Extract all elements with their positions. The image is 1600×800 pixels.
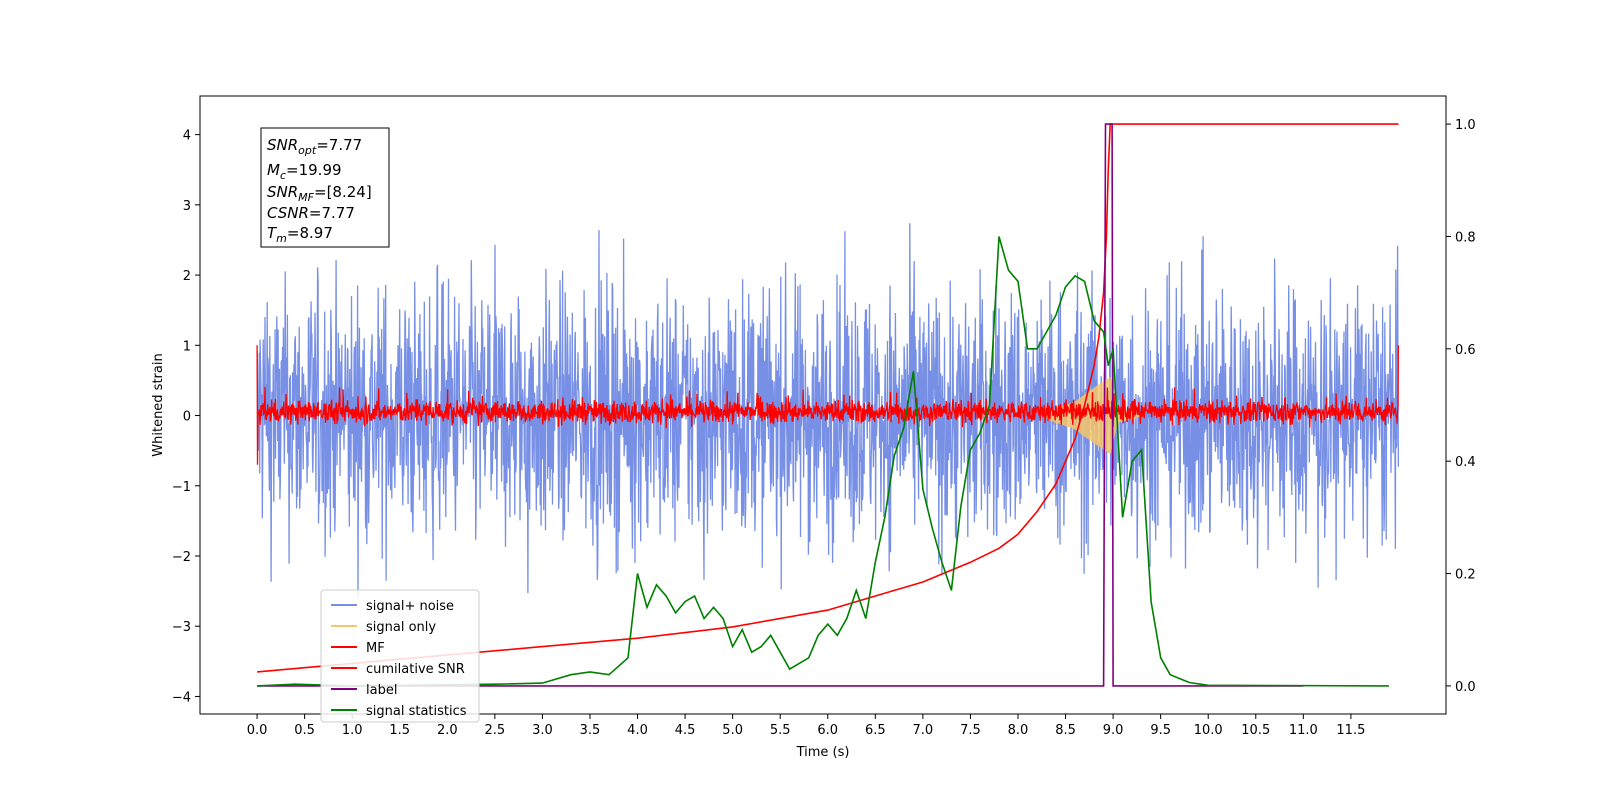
series-cumilative-SNR bbox=[257, 123, 1399, 673]
info-tm-sub: m bbox=[276, 232, 287, 245]
series-signal-only bbox=[1045, 377, 1143, 454]
y-tick-label: −3 bbox=[172, 620, 191, 635]
x-tick-label: 6.5 bbox=[865, 723, 886, 738]
x-tick-label: 4.5 bbox=[675, 723, 696, 738]
series-layer bbox=[256, 123, 1400, 687]
legend-label: signal statistics bbox=[366, 704, 467, 719]
series-label bbox=[257, 123, 1304, 687]
info-mc-name: M bbox=[267, 161, 280, 179]
x-tick-label: 2.5 bbox=[485, 723, 506, 738]
info-snr-mf-value: =[8.24] bbox=[314, 183, 372, 201]
y-tick-label: 2 bbox=[183, 269, 191, 284]
legend-label: signal+ noise bbox=[366, 599, 454, 614]
x-tick-label: 6.0 bbox=[817, 723, 838, 738]
y2-tick-label: 0.8 bbox=[1455, 230, 1476, 245]
y2-tick-label: 0.4 bbox=[1455, 455, 1476, 470]
x-tick-label: 5.5 bbox=[770, 723, 791, 738]
x-tick-label: 5.0 bbox=[722, 723, 743, 738]
info-tm-value: =8.97 bbox=[287, 224, 333, 242]
info-box: SNRopt=7.77 Mc=19.99 SNRMF=[8.24] CSNR=7… bbox=[260, 127, 390, 248]
x-tick-label: 2.0 bbox=[437, 723, 458, 738]
x-tick-label: 3.5 bbox=[580, 723, 601, 738]
x-tick-label: 10.0 bbox=[1194, 723, 1223, 738]
plot-frame bbox=[199, 95, 1447, 715]
x-axis: 0.0 0.5 1.0 1.5 2.0 2.5 3.0 3.5 4.0 4.5 5.0 5.5 6.0 6… bbox=[247, 714, 1365, 738]
x-tick-label: 8.0 bbox=[1008, 723, 1029, 738]
legend: signal+ noise signal only MF cumilative SNR… bbox=[320, 589, 480, 723]
y-tick-label: 3 bbox=[183, 199, 191, 214]
y-tick-label: −4 bbox=[172, 690, 191, 705]
legend-label: MF bbox=[366, 641, 385, 656]
y-tick-label: 0 bbox=[183, 410, 191, 425]
x-tick-label: 4.0 bbox=[627, 723, 648, 738]
x-tick-label: 11.5 bbox=[1336, 723, 1365, 738]
legend-label: signal only bbox=[366, 620, 436, 635]
info-snr-mf-name: SNR bbox=[267, 183, 298, 201]
y-tick-label: 4 bbox=[183, 129, 191, 144]
x-tick-label: 7.0 bbox=[913, 723, 934, 738]
info-tm: Tm=8.97 bbox=[267, 224, 333, 245]
legend-frame bbox=[320, 589, 480, 723]
y2-tick-label: 0.0 bbox=[1455, 680, 1476, 695]
info-csnr: CSNR=7.77 bbox=[267, 204, 355, 222]
x-tick-label: 1.0 bbox=[342, 723, 363, 738]
x-tick-label: 10.5 bbox=[1241, 723, 1270, 738]
y2-tick-label: 0.2 bbox=[1455, 568, 1476, 583]
x-tick-label: 8.5 bbox=[1055, 723, 1076, 738]
info-snr-opt-value: =7.77 bbox=[316, 136, 362, 154]
info-snr-opt-sub: opt bbox=[298, 144, 317, 157]
y2-tick-label: 0.6 bbox=[1455, 343, 1476, 358]
x-tick-label: 3.0 bbox=[532, 723, 553, 738]
x-tick-label: 7.5 bbox=[960, 723, 981, 738]
info-snr-opt: SNRopt=7.77 bbox=[267, 136, 362, 157]
series-mf bbox=[256, 345, 1400, 465]
y2-tick-label: 1.0 bbox=[1455, 118, 1476, 133]
series-signal-noise bbox=[256, 223, 1400, 599]
y-axis-left: −4 −3 −2 −1 0 1 2 3 4 bbox=[172, 129, 200, 705]
x-axis-label: Time (s) bbox=[796, 745, 850, 760]
x-tick-label: 9.5 bbox=[1150, 723, 1171, 738]
info-box-frame bbox=[260, 127, 390, 248]
y-tick-label: 1 bbox=[183, 339, 191, 354]
series-signal-statistics bbox=[257, 236, 1389, 687]
x-tick-label: 0.0 bbox=[247, 723, 268, 738]
y-tick-label: −2 bbox=[172, 550, 191, 565]
legend-items: signal+ noise signal only MF cumilative SNR… bbox=[331, 599, 467, 719]
info-mc-value: =19.99 bbox=[286, 161, 342, 179]
x-tick-label: 0.5 bbox=[294, 723, 315, 738]
y-axis-label: Whitened strain bbox=[151, 353, 166, 456]
info-mc: Mc=19.99 bbox=[267, 161, 342, 182]
info-tm-name: T bbox=[267, 224, 278, 242]
legend-label: cumilative SNR bbox=[366, 662, 465, 677]
x-tick-label: 11.0 bbox=[1289, 723, 1318, 738]
info-csnr-value: =7.77 bbox=[309, 204, 355, 222]
x-tick-label: 1.5 bbox=[389, 723, 410, 738]
x-tick-label: 9.0 bbox=[1103, 723, 1124, 738]
info-mc-sub: c bbox=[280, 169, 286, 182]
info-csnr-name: CSNR bbox=[267, 204, 309, 222]
y-tick-label: −1 bbox=[172, 480, 191, 495]
legend-label: label bbox=[366, 683, 397, 698]
info-snr-opt-name: SNR bbox=[267, 136, 298, 154]
info-snr-mf-sub: MF bbox=[298, 191, 314, 204]
y-axis-right: 0.0 0.2 0.4 0.6 0.8 1.0 bbox=[1446, 118, 1476, 695]
info-snr-mf: SNRMF=[8.24] bbox=[267, 183, 372, 204]
